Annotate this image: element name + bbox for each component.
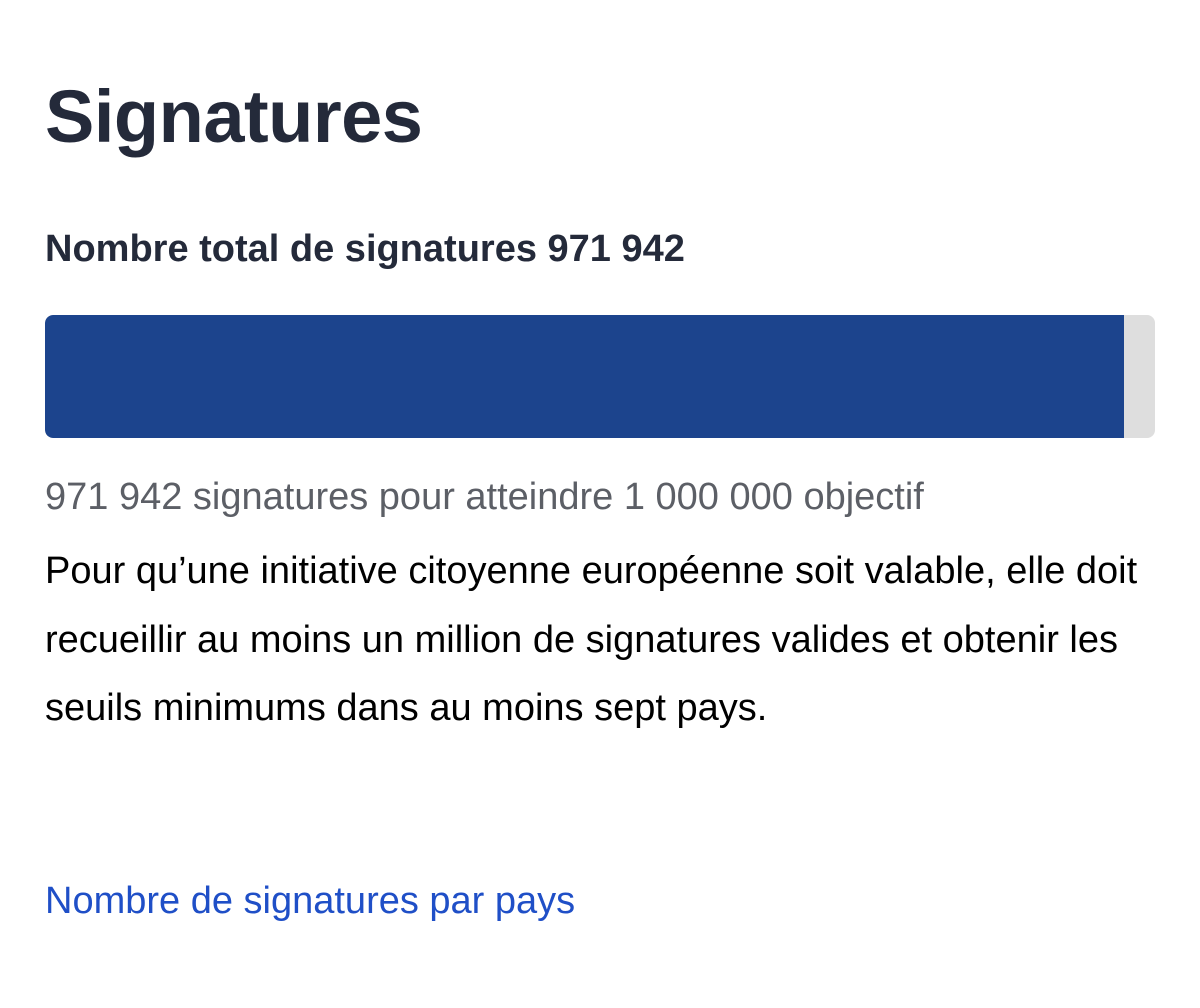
signature-progress-fill — [45, 315, 1124, 438]
initiative-description: Pour qu’une initiative citoyenne europée… — [45, 550, 1138, 729]
total-signatures-label: Nombre total de signatures 971 942 — [45, 228, 685, 270]
page-title: Signatures — [45, 75, 423, 158]
progress-summary: 971 942 signatures pour atteindre 1 000 … — [45, 476, 924, 518]
signature-progress-bar — [45, 315, 1155, 438]
signatures-by-country-link[interactable]: Nombre de signatures par pays — [45, 880, 576, 922]
